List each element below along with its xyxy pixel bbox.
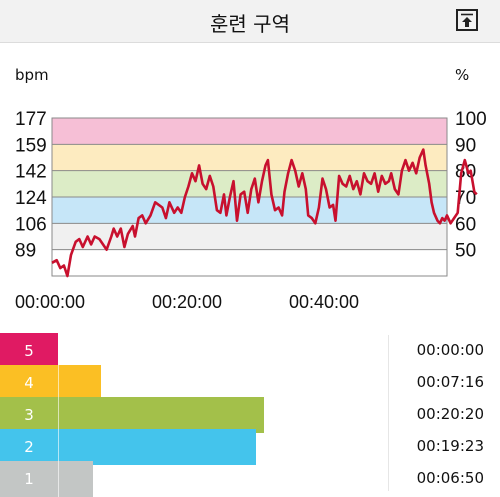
zone-time: 00:07:16 xyxy=(416,373,484,391)
divider xyxy=(388,335,389,491)
zone-separator xyxy=(58,461,59,497)
zone-band-5 xyxy=(52,118,447,145)
percent-tick-label: 100 xyxy=(455,109,487,130)
zone-band-4 xyxy=(52,144,447,171)
time-tick-label: 00:40:00 xyxy=(289,292,359,312)
time-tick-label: 00:20:00 xyxy=(152,292,222,312)
zone-time: 00:19:23 xyxy=(416,437,484,455)
zone-time: 00:00:00 xyxy=(416,341,484,359)
export-icon[interactable] xyxy=(455,8,479,32)
zone-number: 5 xyxy=(24,342,34,360)
zone-row-5: 5 00:00:00 xyxy=(0,333,500,369)
left-unit-label: bpm xyxy=(15,66,49,84)
bpm-tick-label: 106 xyxy=(15,214,47,235)
zone-row-3: 3 00:20:20 xyxy=(0,397,500,433)
plot-frame xyxy=(51,117,448,277)
zone-band-0 xyxy=(52,249,447,276)
zone-bar: 4 xyxy=(0,365,101,401)
bpm-tick-label: 142 xyxy=(15,162,47,183)
zone-time: 00:20:20 xyxy=(416,405,484,423)
zone-number: 4 xyxy=(24,374,34,392)
bpm-tick-label: 124 xyxy=(15,188,47,209)
zone-row-2: 2 00:19:23 xyxy=(0,429,500,465)
page-title: 훈련 구역 xyxy=(210,12,290,36)
zone-bar: 1 xyxy=(0,461,94,497)
time-tick-label: 00:00:00 xyxy=(15,292,85,312)
percent-tick-label: 90 xyxy=(455,135,476,156)
percent-tick-label: 60 xyxy=(455,214,476,235)
zone-separator xyxy=(58,365,59,401)
time-axis: 00:00:00 00:20:00 00:40:00 xyxy=(15,292,359,312)
bpm-tick-label: 89 xyxy=(15,241,36,262)
header: 훈련 구역 xyxy=(0,0,500,43)
bpm-tick-label: 159 xyxy=(15,135,47,156)
percent-tick-label: 50 xyxy=(455,241,476,262)
right-unit-label: % xyxy=(455,66,470,84)
zone-number: 2 xyxy=(24,438,34,456)
zone-separator xyxy=(58,397,59,433)
zone-bar: 2 xyxy=(0,429,257,465)
heart-rate-line xyxy=(51,148,478,278)
zone-row-1: 1 00:06:50 xyxy=(0,461,500,497)
bpm-tick-label: 177 xyxy=(15,109,47,130)
zone-separator xyxy=(58,429,59,465)
bpm-axis: 177 159 142 124 106 89 xyxy=(15,109,47,262)
zone-time: 00:06:50 xyxy=(416,469,484,487)
zone-bar: 3 xyxy=(0,397,264,433)
zone-number: 3 xyxy=(24,406,34,424)
zone-number: 1 xyxy=(24,470,34,488)
zone-bar: 5 xyxy=(0,333,58,369)
zone-row-4: 4 00:07:16 xyxy=(0,365,500,401)
